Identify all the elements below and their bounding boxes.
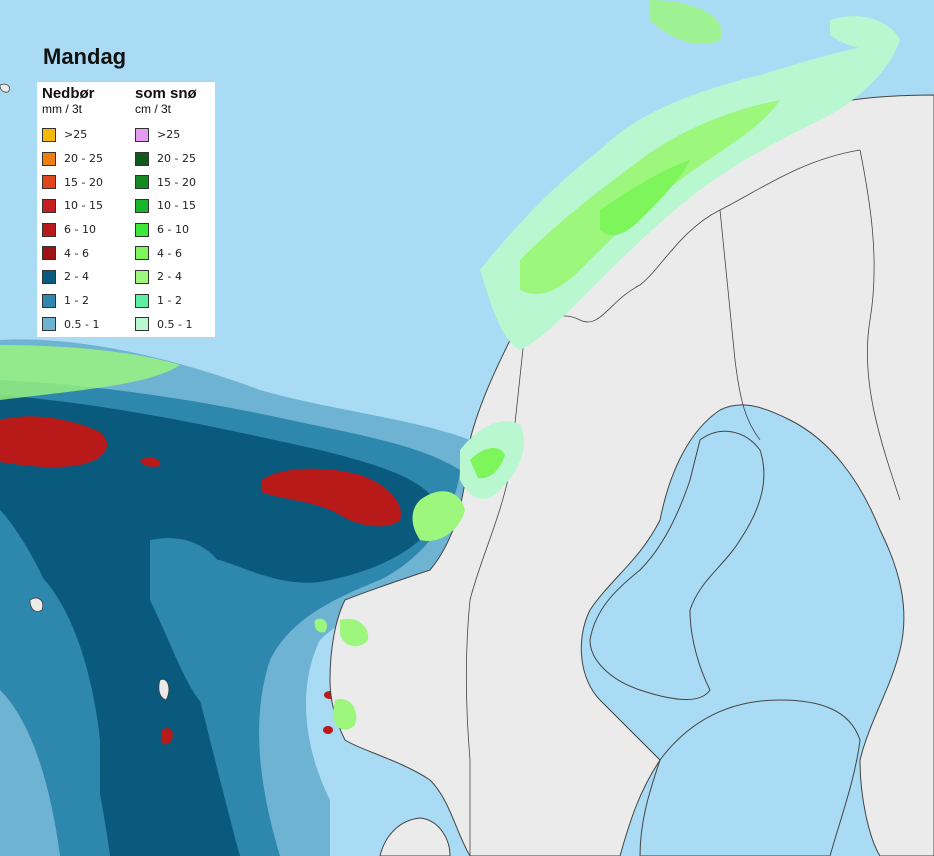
snow-legend-swatch bbox=[135, 293, 149, 308]
legend: Nedbør mm / 3t >25 20 - 25 15 - 20 10 - 15 6… bbox=[37, 82, 215, 337]
snow-legend-swatch bbox=[135, 317, 149, 332]
rain-legend-label: 10 - 15 bbox=[64, 199, 103, 213]
snow-legend-item: 1 - 2 bbox=[135, 289, 197, 313]
rain-legend-item: 0.5 - 1 bbox=[42, 313, 103, 337]
snow-legend-item: 4 - 6 bbox=[135, 241, 197, 265]
snow-legend-label: 6 - 10 bbox=[157, 223, 189, 237]
rain-legend-swatch bbox=[42, 151, 56, 166]
snow-legend-label: 4 - 6 bbox=[157, 246, 182, 260]
rain-legend-label: 15 - 20 bbox=[64, 175, 103, 189]
snow-legend-label: 1 - 2 bbox=[157, 294, 182, 308]
rain-legend-swatch bbox=[42, 198, 56, 213]
snow-field bbox=[0, 0, 900, 730]
rain-legend-label: 0.5 - 1 bbox=[64, 317, 100, 331]
rain-legend-item: 15 - 20 bbox=[42, 170, 103, 194]
snow-legend-label: 2 - 4 bbox=[157, 270, 182, 284]
rain-legend-item: 1 - 2 bbox=[42, 289, 103, 313]
snow-legend-swatch bbox=[135, 246, 149, 261]
snow-legend-item: 0.5 - 1 bbox=[135, 313, 197, 337]
heavy-rain-cells bbox=[0, 416, 401, 745]
rain-legend-swatch bbox=[42, 269, 56, 284]
rain-legend-label: 6 - 10 bbox=[64, 223, 96, 237]
snow-legend-swatch bbox=[135, 269, 149, 284]
rain-legend-item: 10 - 15 bbox=[42, 194, 103, 218]
gulf-of-bothnia bbox=[589, 430, 765, 700]
day-title: Mandag bbox=[43, 44, 127, 69]
rain-legend-swatch bbox=[42, 246, 56, 261]
baltic-sea bbox=[639, 699, 861, 856]
rain-legend-swatch bbox=[42, 222, 56, 237]
islands bbox=[0, 83, 170, 701]
rain-legend-item: >25 bbox=[42, 123, 103, 147]
snow-legend-item: 6 - 10 bbox=[135, 218, 197, 242]
rain-legend-item: 20 - 25 bbox=[42, 147, 103, 171]
snow-legend-item: 15 - 20 bbox=[135, 170, 197, 194]
legend-snow-column: som snø cm / 3t >25 20 - 25 15 - 20 10 - 15… bbox=[135, 86, 197, 336]
snow-legend-label: 0.5 - 1 bbox=[157, 317, 193, 331]
snow-legend-label: 10 - 15 bbox=[157, 199, 196, 213]
legend-rain-column: Nedbør mm / 3t >25 20 - 25 15 - 20 10 - 15 6… bbox=[42, 86, 103, 336]
snow-legend-item: 20 - 25 bbox=[135, 147, 197, 171]
snow-legend-item: >25 bbox=[135, 123, 197, 147]
snow-legend-label: 20 - 25 bbox=[157, 152, 196, 166]
rain-legend-swatch bbox=[42, 175, 56, 190]
snow-legend-swatch bbox=[135, 175, 149, 190]
rain-legend-label: 4 - 6 bbox=[64, 246, 89, 260]
legend-snow-unit: cm / 3t bbox=[135, 102, 172, 116]
snow-legend-label: >25 bbox=[157, 128, 181, 142]
rain-legend-item: 2 - 4 bbox=[42, 265, 103, 289]
rain-legend-label: >25 bbox=[64, 128, 88, 142]
snow-legend-swatch bbox=[135, 198, 149, 213]
snow-legend-swatch bbox=[135, 127, 149, 142]
snow-legend-swatch bbox=[135, 151, 149, 166]
land-denmark bbox=[379, 817, 451, 856]
rain-legend-swatch bbox=[42, 127, 56, 142]
snow-legend-swatch bbox=[135, 222, 149, 237]
snow-legend-item: 2 - 4 bbox=[135, 265, 197, 289]
legend-rain-heading: Nedbør bbox=[42, 85, 95, 102]
legend-snow-heading: som snø bbox=[135, 85, 197, 102]
rain-legend-item: 6 - 10 bbox=[42, 218, 103, 242]
rain-legend-swatch bbox=[42, 317, 56, 332]
rain-legend-item: 4 - 6 bbox=[42, 241, 103, 265]
legend-rain-unit: mm / 3t bbox=[42, 102, 83, 116]
snow-legend-item: 10 - 15 bbox=[135, 194, 197, 218]
rain-legend-label: 20 - 25 bbox=[64, 152, 103, 166]
rain-legend-swatch bbox=[42, 293, 56, 308]
rain-legend-label: 1 - 2 bbox=[64, 294, 89, 308]
rain-legend-label: 2 - 4 bbox=[64, 270, 89, 284]
snow-legend-label: 15 - 20 bbox=[157, 175, 196, 189]
